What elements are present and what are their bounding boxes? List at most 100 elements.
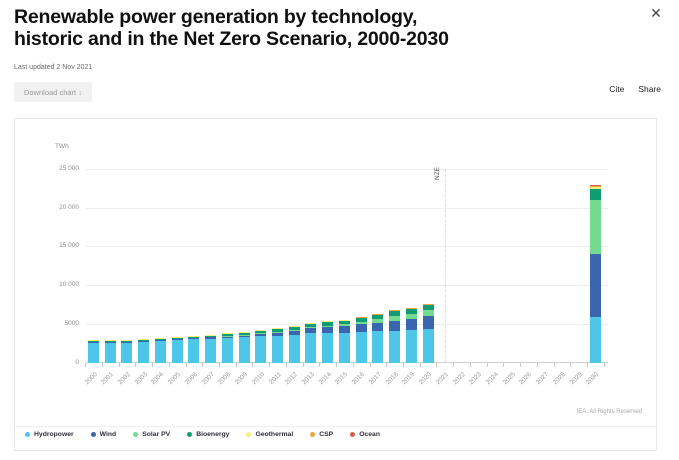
- bar-segment-2010-wind[interactable]: [255, 333, 267, 337]
- bar-segment-2016-bioenergy[interactable]: [355, 317, 367, 322]
- bar-segment-2014-geothermal[interactable]: [322, 321, 334, 322]
- bar-segment-2012-wind[interactable]: [288, 330, 300, 335]
- bar-segment-2016-geothermal[interactable]: [355, 316, 367, 318]
- bar-segment-2012-bioenergy[interactable]: [288, 326, 300, 330]
- close-icon[interactable]: ✕: [648, 5, 664, 21]
- bar-segment-2018-bioenergy[interactable]: [389, 311, 401, 317]
- bar-segment-2013-bioenergy[interactable]: [305, 323, 317, 328]
- bar-segment-2004-hydropower[interactable]: [154, 340, 166, 363]
- bar-segment-2013-solar-pv[interactable]: [305, 327, 317, 329]
- bar-segment-2020-geothermal[interactable]: [422, 303, 434, 305]
- bar-segment-2012-solar-pv[interactable]: [288, 329, 300, 331]
- bar-segment-2005-hydropower[interactable]: [171, 339, 183, 363]
- legend-item-solar-pv[interactable]: Solar PV: [133, 431, 170, 438]
- bar-segment-2018-wind[interactable]: [389, 320, 401, 331]
- bar-segment-2030-csp[interactable]: [589, 185, 601, 187]
- bar-segment-2030-solar-pv[interactable]: [589, 200, 601, 255]
- bar-segment-2009-wind[interactable]: [238, 335, 250, 338]
- legend-item-csp[interactable]: CSP: [310, 431, 333, 438]
- bar-segment-2005-wind[interactable]: [171, 338, 183, 340]
- bar-segment-2011-hydropower[interactable]: [272, 335, 284, 363]
- bar-segment-2020-wind[interactable]: [422, 316, 434, 329]
- bar-segment-2003-bioenergy[interactable]: [138, 339, 150, 342]
- bar-segment-2016-hydropower[interactable]: [355, 331, 367, 363]
- bar-segment-2020-bioenergy[interactable]: [422, 304, 434, 310]
- bar-segment-2017-wind[interactable]: [372, 322, 384, 332]
- bar-segment-2014-solar-pv[interactable]: [322, 325, 334, 328]
- bar-segment-2002-bioenergy[interactable]: [121, 340, 133, 342]
- bar-segment-2009-bioenergy[interactable]: [238, 332, 250, 335]
- share-link[interactable]: Share: [638, 84, 661, 94]
- bar-segment-2017-solar-pv[interactable]: [372, 319, 384, 323]
- gridline-20000: [86, 207, 608, 209]
- legend-item-wind[interactable]: Wind: [90, 431, 116, 438]
- bar-segment-2017-geothermal[interactable]: [372, 313, 384, 315]
- bar-segment-2008-wind[interactable]: [221, 335, 233, 338]
- bar-segment-2012-hydropower[interactable]: [288, 334, 300, 363]
- bar-segment-2007-bioenergy[interactable]: [205, 335, 217, 338]
- legend-item-bioenergy[interactable]: Bioenergy: [187, 431, 229, 438]
- bar-segment-2030-hydropower[interactable]: [589, 317, 601, 363]
- bar-segment-2010-geothermal[interactable]: [255, 329, 267, 331]
- bar-segment-2030-geothermal[interactable]: [589, 186, 601, 190]
- bar-segment-2006-wind[interactable]: [188, 338, 200, 340]
- bar-segment-2011-wind[interactable]: [272, 332, 284, 336]
- bar-segment-2000-bioenergy[interactable]: [88, 340, 99, 342]
- bar-segment-2008-bioenergy[interactable]: [221, 333, 233, 336]
- bar-segment-2010-hydropower[interactable]: [255, 336, 267, 363]
- bar-segment-2003-hydropower[interactable]: [138, 341, 150, 363]
- bar-segment-2030-wind[interactable]: [589, 254, 601, 318]
- bar-segment-2001-bioenergy[interactable]: [104, 340, 116, 343]
- bar-segment-2019-geothermal[interactable]: [405, 307, 417, 309]
- bar-segment-2007-wind[interactable]: [205, 337, 217, 339]
- bar-segment-2019-bioenergy[interactable]: [405, 308, 417, 314]
- bar-segment-2018-geothermal[interactable]: [389, 310, 401, 312]
- bar-segment-2011-geothermal[interactable]: [272, 328, 284, 329]
- cite-link[interactable]: Cite: [609, 84, 625, 94]
- bar-segment-2019-hydropower[interactable]: [405, 330, 417, 363]
- bar-segment-2002-hydropower[interactable]: [121, 342, 133, 363]
- bar-segment-2009-geothermal[interactable]: [238, 331, 250, 333]
- bar-segment-2020-hydropower[interactable]: [422, 328, 434, 363]
- bar-segment-2006-hydropower[interactable]: [188, 339, 200, 363]
- bar-segment-2016-solar-pv[interactable]: [355, 321, 367, 325]
- bar-segment-2015-solar-pv[interactable]: [338, 324, 350, 327]
- bar-segment-2019-solar-pv[interactable]: [405, 313, 417, 320]
- bar-segment-2001-hydropower[interactable]: [104, 342, 116, 363]
- bar-segment-2006-bioenergy[interactable]: [188, 336, 200, 338]
- bar-segment-2015-hydropower[interactable]: [338, 332, 350, 363]
- bar-segment-2005-bioenergy[interactable]: [171, 337, 183, 339]
- bar-segment-2020-solar-pv[interactable]: [422, 309, 434, 317]
- bar-segment-2017-bioenergy[interactable]: [372, 314, 384, 320]
- bar-segment-2016-wind[interactable]: [355, 324, 367, 332]
- bar-segment-2019-wind[interactable]: [405, 319, 417, 331]
- bar-segment-2015-bioenergy[interactable]: [338, 320, 350, 325]
- bar-segment-2018-hydropower[interactable]: [389, 330, 401, 363]
- bar-segment-2007-hydropower[interactable]: [205, 338, 217, 363]
- bar-segment-2017-hydropower[interactable]: [372, 331, 384, 363]
- bar-segment-2013-wind[interactable]: [305, 328, 317, 334]
- bar-segment-2015-geothermal[interactable]: [338, 319, 350, 321]
- bar-segment-2013-geothermal[interactable]: [305, 323, 317, 324]
- x-axis-tick: [202, 363, 204, 367]
- bar-segment-2008-geothermal[interactable]: [221, 333, 233, 334]
- bar-segment-2010-bioenergy[interactable]: [255, 330, 267, 334]
- bar-segment-2030-bioenergy[interactable]: [589, 189, 601, 201]
- bar-segment-2014-hydropower[interactable]: [322, 332, 334, 363]
- bar-segment-2015-wind[interactable]: [338, 326, 350, 333]
- bar-segment-2000-hydropower[interactable]: [88, 342, 99, 363]
- bar-segment-2009-hydropower[interactable]: [238, 337, 250, 363]
- bar-segment-2008-hydropower[interactable]: [221, 337, 233, 363]
- bar-segment-2012-geothermal[interactable]: [288, 325, 300, 327]
- bar-segment-2011-bioenergy[interactable]: [272, 328, 284, 332]
- bar-segment-2018-solar-pv[interactable]: [389, 316, 401, 321]
- bar-segment-2013-hydropower[interactable]: [305, 333, 317, 363]
- bar-segment-2004-bioenergy[interactable]: [154, 338, 166, 341]
- bar-segment-2014-wind[interactable]: [322, 327, 334, 333]
- legend-item-ocean[interactable]: Ocean: [350, 431, 380, 438]
- download-chart-button[interactable]: Download chart ↓: [14, 82, 92, 102]
- bar-segment-2004-wind[interactable]: [154, 340, 166, 341]
- legend-item-geothermal[interactable]: Geothermal: [246, 431, 293, 438]
- bar-segment-2014-bioenergy[interactable]: [322, 321, 334, 326]
- legend-item-hydropower[interactable]: Hydropower: [25, 431, 74, 438]
